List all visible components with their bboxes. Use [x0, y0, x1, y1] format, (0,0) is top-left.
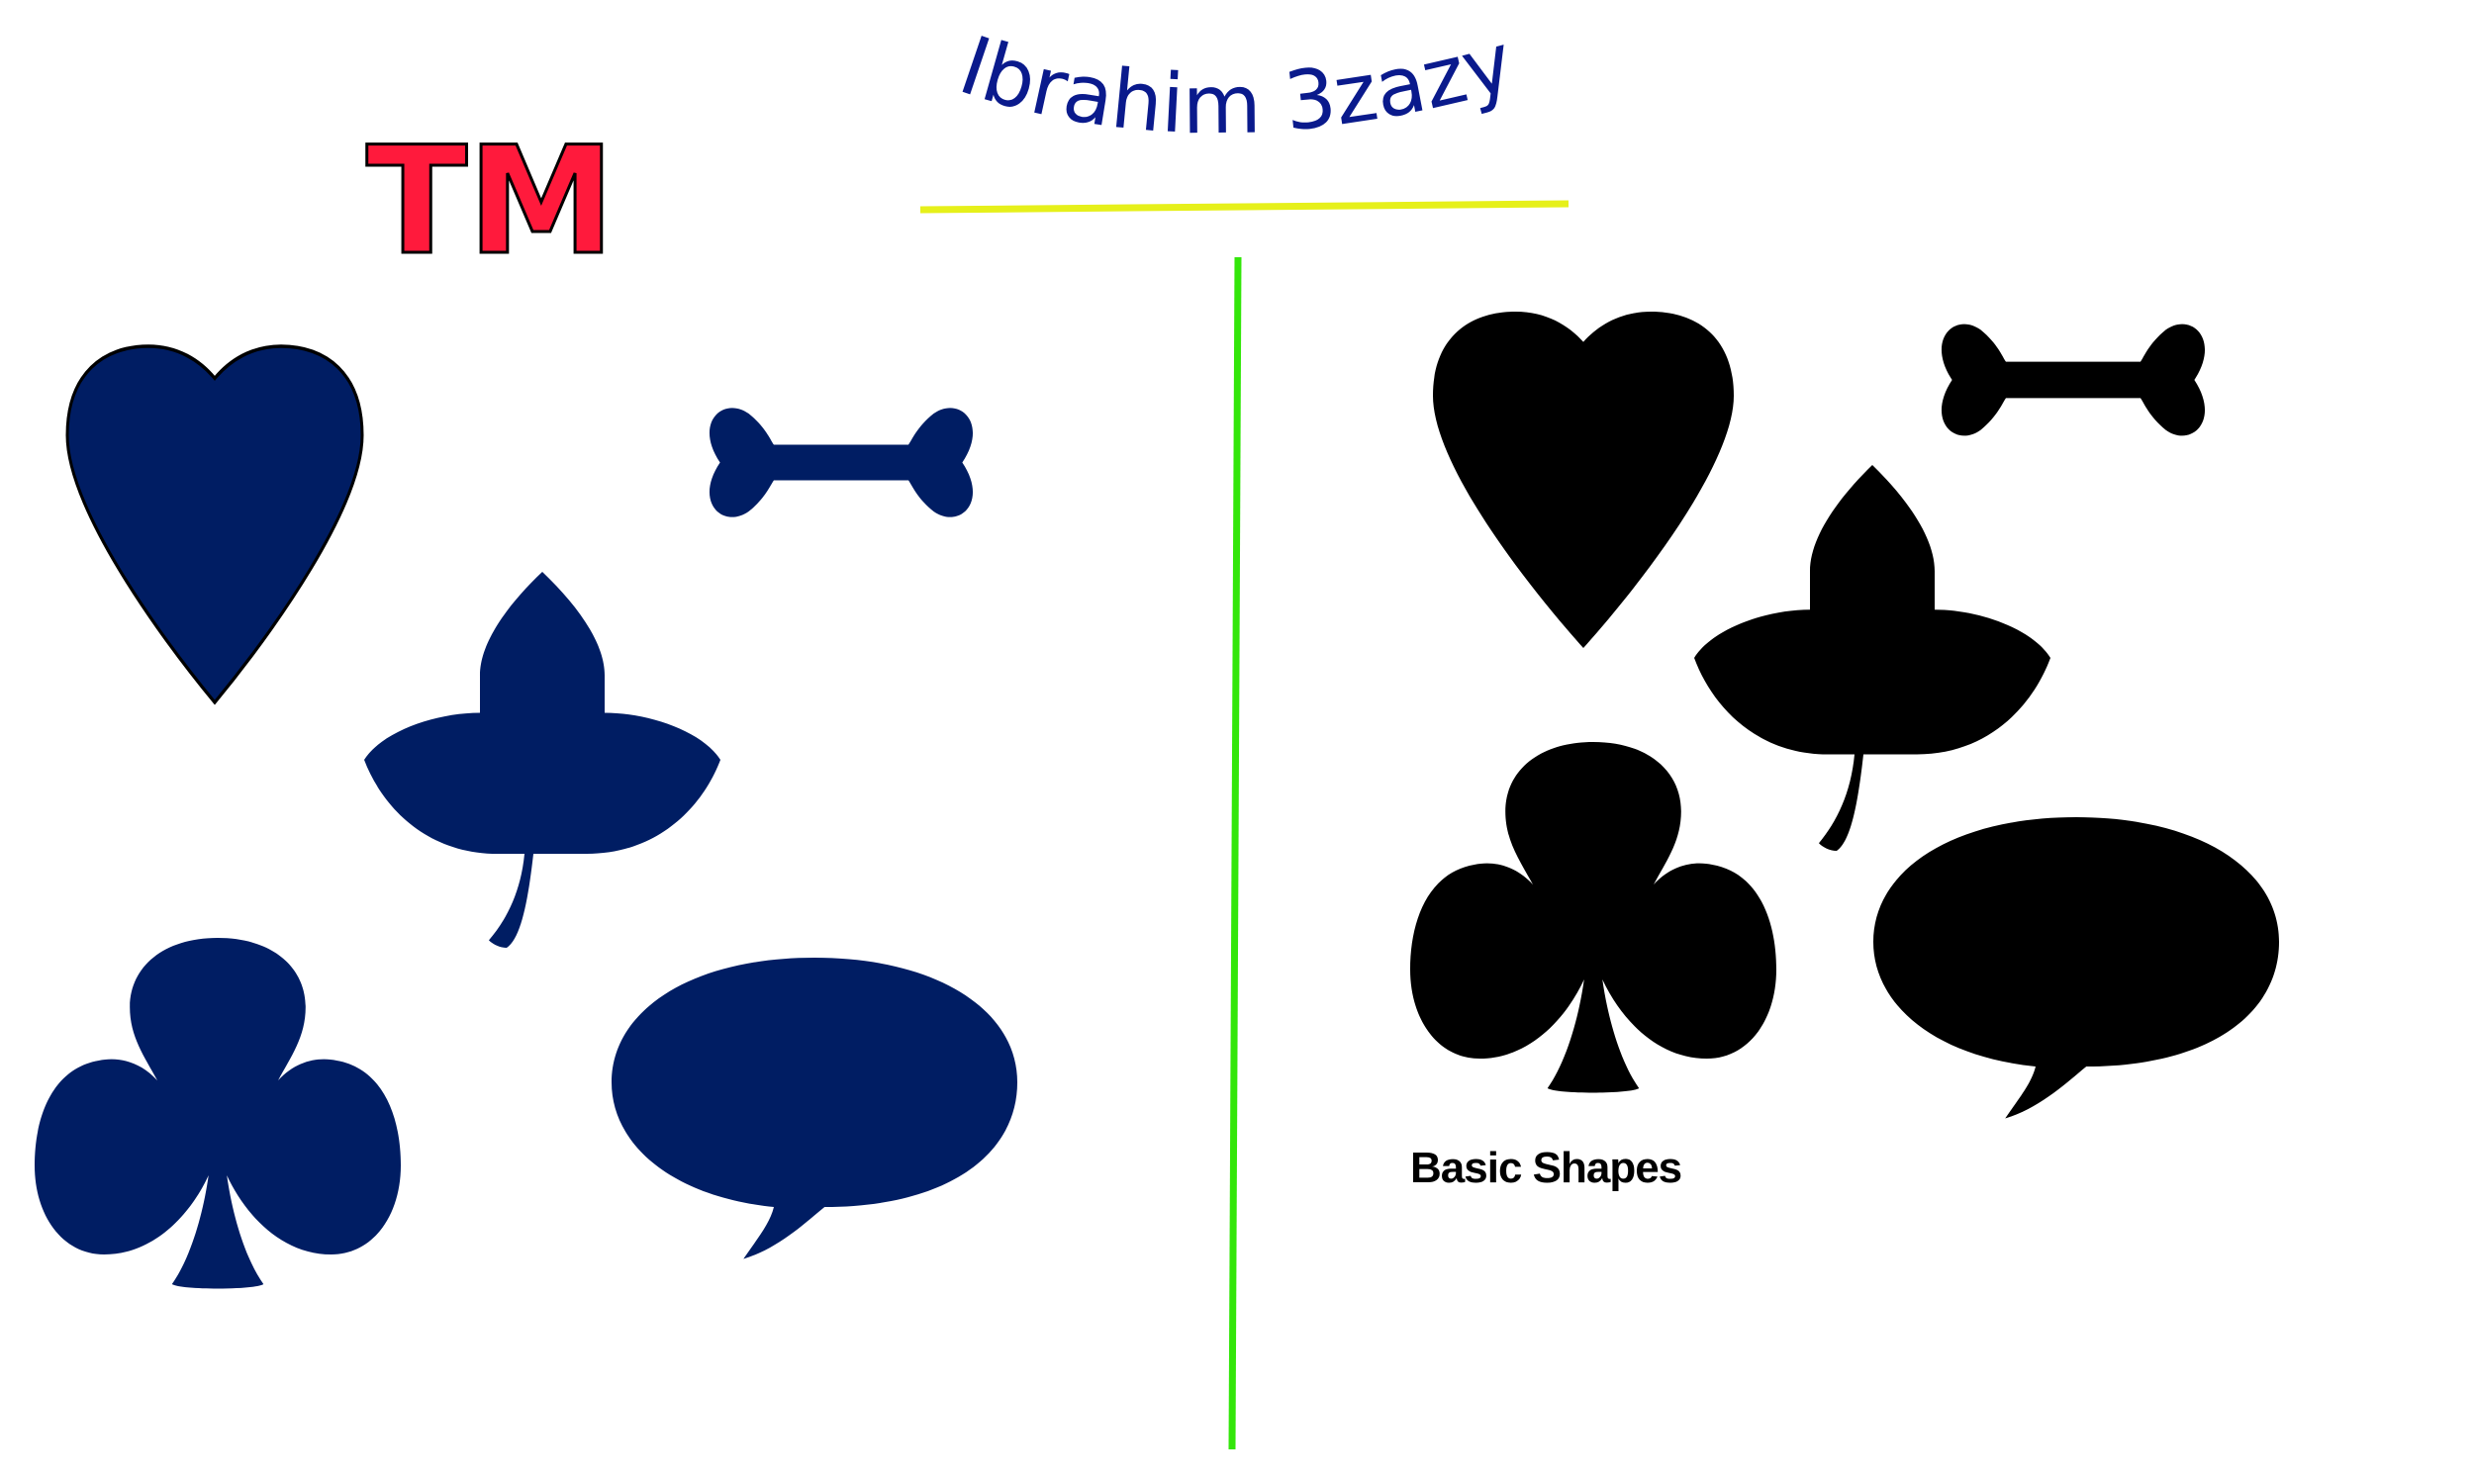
- tm-mark: TM: [366, 116, 616, 288]
- author-signature: Ibrahim 3zazy: [949, 15, 1523, 152]
- speech-bubble-shape-navy: [612, 958, 1017, 1259]
- club-shape-navy: [35, 938, 401, 1289]
- speech-bubble-shape-black: [1873, 817, 2279, 1119]
- left-shape-group: [35, 344, 1017, 1289]
- bone-shape-black: [1941, 324, 2206, 436]
- divider-line: [1228, 256, 1242, 1450]
- leaf-shape-navy: [364, 572, 720, 948]
- signature-underline: [919, 200, 1570, 214]
- basic-shapes-caption: Basic Shapes: [1410, 1144, 1681, 1192]
- right-shape-group: [1410, 312, 2279, 1119]
- heart-shape-navy: [65, 344, 364, 704]
- bone-shape-navy: [709, 408, 974, 517]
- heart-shape-black: [1433, 312, 1734, 648]
- club-shape-black: [1410, 742, 1776, 1093]
- leaf-shape-black: [1694, 465, 2050, 851]
